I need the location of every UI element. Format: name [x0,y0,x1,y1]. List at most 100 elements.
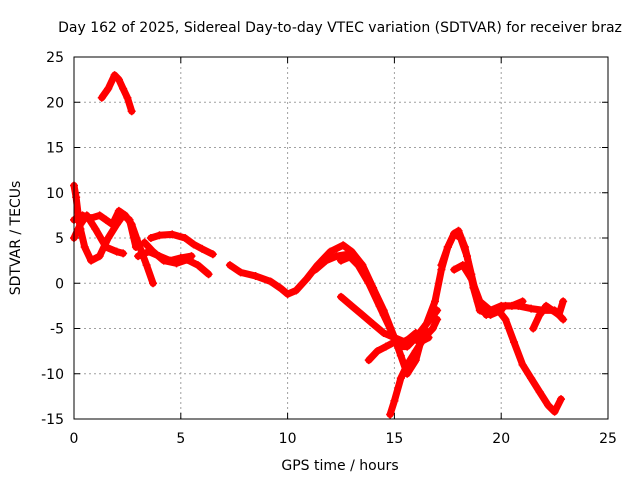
data-point [411,329,420,338]
data-point [339,241,348,250]
data-point [95,252,104,261]
data-point [554,310,563,319]
data-point [76,220,85,229]
data-point [121,211,130,220]
data-point [456,234,465,242]
data-point [110,71,119,80]
data-point [542,301,551,310]
chart-title: Day 162 of 2025, Sidereal Day-to-day VTE… [58,20,622,36]
data-point [529,324,538,333]
data-point [379,329,388,338]
data-point [193,261,202,270]
data-point [386,410,395,419]
data-point [102,215,111,224]
y-tick-label: -5 [50,322,64,338]
data-point [142,261,151,270]
data-point [396,351,405,360]
data-point [82,211,91,220]
data-point [155,252,164,261]
data-point [311,265,320,274]
y-axis-label: SDTVAR / TECUs [8,181,24,296]
data-point [119,249,128,258]
data-point [127,107,136,116]
data-point [72,193,81,202]
data-point [492,304,501,313]
y-tick-label: -15 [41,412,64,428]
data-point [527,374,536,383]
y-tick-label: 10 [46,186,64,202]
data-point [292,286,301,295]
data-point [337,292,345,301]
series-arc-13 [386,315,441,418]
data-point [104,234,113,242]
data-point [266,277,275,286]
data-point [381,342,390,351]
data-point [450,265,459,274]
data-point [475,306,484,315]
data-point [337,256,345,265]
data-point [518,297,527,306]
data-point [544,401,553,410]
data-point [123,93,132,102]
data-point [390,396,399,405]
data-point [486,306,495,315]
data-point [166,256,175,265]
data-point [236,268,245,277]
data-point [251,272,260,281]
data-point [373,347,382,356]
data-point [507,301,516,310]
data-point [403,360,412,369]
data-point [347,301,356,310]
data-point [176,253,185,262]
data-point [155,231,164,240]
data-point [144,247,153,256]
data-point [104,84,113,93]
data-point [428,324,437,333]
data-point [181,234,190,242]
x-tick-label: 10 [279,431,297,447]
axis-ticks: 0 5 10 15 20 25 -15 -10 -5 0 5 10 15 20 25 [41,50,617,447]
data-point [189,240,198,249]
x-tick-label: 0 [70,431,79,447]
data-point [198,244,207,253]
data-point [114,75,123,84]
data-point [369,319,378,328]
data-point [146,234,155,242]
data-point [119,84,128,93]
x-tick-label: 5 [176,431,185,447]
data-point [559,315,568,324]
data-point [407,333,416,342]
data-point [420,333,429,342]
data-point [358,310,367,319]
data-point [463,252,472,261]
data-point [379,306,388,315]
data-point [559,297,568,306]
data-point [430,297,439,306]
data-point [102,243,111,252]
data-point [127,220,136,229]
data-point [467,274,476,283]
y-tick-label: -10 [41,367,64,383]
x-tick-label: 20 [492,431,510,447]
data-series [70,71,568,419]
grid [74,57,608,419]
data-point [187,252,196,261]
data-point [91,224,100,233]
data-point [326,247,335,256]
y-tick-label: 0 [55,276,64,292]
data-point [149,279,158,288]
data-point [108,220,117,229]
data-point [168,230,177,239]
data-point [225,261,234,270]
data-point [501,315,510,324]
y-tick-label: 5 [55,231,64,247]
data-point [396,374,405,383]
y-tick-label: 25 [46,50,64,66]
y-tick-label: 20 [46,95,64,111]
x-axis-label: GPS time / hours [281,458,398,474]
data-point [283,290,292,299]
series-arc-10 [337,252,428,378]
data-point [527,304,536,313]
